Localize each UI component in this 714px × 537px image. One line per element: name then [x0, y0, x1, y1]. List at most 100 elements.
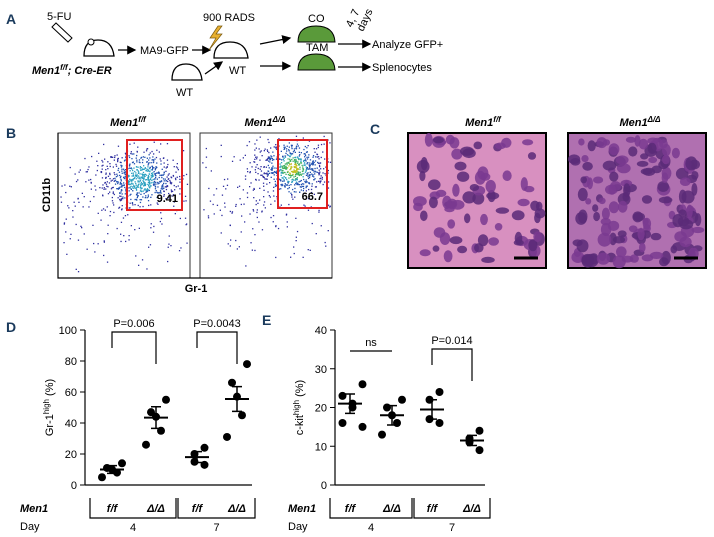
flow-dot [317, 144, 320, 146]
flow-dot [227, 178, 229, 180]
flow-dot [152, 159, 154, 161]
flow-dot [317, 180, 320, 182]
flow-dot [312, 164, 314, 166]
flow-dot [295, 167, 297, 169]
flow-dot [167, 246, 169, 248]
flow-dot [93, 196, 95, 198]
flow-dot [329, 205, 331, 207]
cell-nucleus [662, 154, 670, 165]
y-tick-label: 10 [315, 441, 327, 453]
flow-dot [279, 169, 281, 171]
flow-dot [125, 189, 127, 191]
flow-dot [263, 150, 265, 152]
flow-dot [256, 139, 258, 141]
flow-dot [122, 196, 124, 198]
flow-dot [276, 167, 278, 169]
flow-dot [163, 190, 165, 193]
flow-dot [105, 176, 107, 179]
control-label: CO [308, 13, 325, 25]
gene: Men1 [465, 117, 493, 129]
flow-dot [148, 181, 150, 183]
flow-dot [134, 170, 136, 173]
flow-dot [302, 185, 305, 188]
data-point [338, 391, 347, 400]
flow-dot [130, 193, 132, 195]
flow-dot [141, 259, 144, 261]
flow-dot [144, 182, 146, 184]
flow-dot [159, 181, 162, 183]
flow-dot [295, 217, 297, 219]
flow-dot [109, 210, 112, 213]
day-label: 4 [368, 522, 374, 534]
flow-dot [306, 163, 308, 165]
flow-dot [154, 178, 156, 180]
cell-nucleus [585, 198, 592, 205]
flow-dot [121, 168, 123, 170]
flow-dot [308, 183, 311, 185]
flow-dot [290, 192, 292, 194]
flow-dot [115, 163, 117, 166]
flow-dot [152, 156, 154, 158]
flow-dot [268, 141, 270, 144]
data-point [338, 419, 347, 427]
flow-dot [131, 202, 134, 204]
cell-nucleus [481, 256, 495, 263]
flow-dot [97, 165, 99, 167]
flow-dot [213, 213, 215, 215]
flow-dot [155, 183, 157, 185]
flow-dot [239, 159, 241, 161]
flow-dot [79, 169, 81, 171]
flow-dot [138, 192, 140, 194]
flow-dot [298, 164, 300, 166]
flow-dot [299, 171, 301, 173]
flow-dot [161, 174, 163, 176]
flow-dot [320, 156, 322, 159]
gene: Men1 [110, 117, 138, 129]
comparison-label: P=0.0043 [193, 318, 240, 330]
flow-dot [140, 176, 143, 178]
flow-dot [290, 165, 292, 168]
flow-dot [268, 167, 270, 169]
flow-dot [224, 206, 226, 208]
flow-dot [121, 209, 123, 211]
cell-nucleus [513, 239, 524, 246]
flow-dot [148, 179, 150, 181]
flow-dot [304, 156, 306, 158]
flow-dot [151, 169, 153, 171]
flow-dot [293, 252, 295, 255]
flow-dot [302, 168, 305, 170]
flow-dot [294, 160, 296, 162]
flow-dot [129, 183, 132, 185]
flow-dot [151, 179, 153, 182]
flow-dot [133, 185, 135, 187]
flow-dot [154, 188, 157, 190]
flow-dot [74, 205, 76, 207]
genotype: Δ/Δ [647, 115, 662, 124]
flow-dot [249, 186, 251, 188]
flow-dot [135, 255, 137, 257]
flow-dot [69, 238, 71, 240]
flow-dot [295, 165, 297, 167]
flow-dot [286, 162, 288, 164]
flow-dot [278, 158, 281, 160]
flow-dot [150, 204, 152, 206]
flow-dot [302, 169, 304, 171]
flow-dot [293, 191, 295, 193]
flow-dot [311, 175, 314, 177]
flow-dot [139, 179, 141, 182]
flow-dot [125, 240, 127, 243]
flow-dot [254, 169, 256, 171]
flow-dot [105, 173, 107, 175]
comparison-label: P=0.006 [113, 318, 154, 330]
flow-dot [275, 225, 277, 227]
flow-dot [136, 196, 138, 199]
cell-nucleus [691, 171, 699, 180]
flow-dot [136, 175, 138, 178]
flow-dot [207, 217, 210, 219]
flow-dot [288, 191, 290, 193]
flow-dot [275, 256, 277, 259]
flow-dot [302, 190, 304, 192]
flow-dot [103, 187, 105, 189]
cell-nucleus [694, 213, 702, 227]
flow-dot [135, 198, 137, 201]
